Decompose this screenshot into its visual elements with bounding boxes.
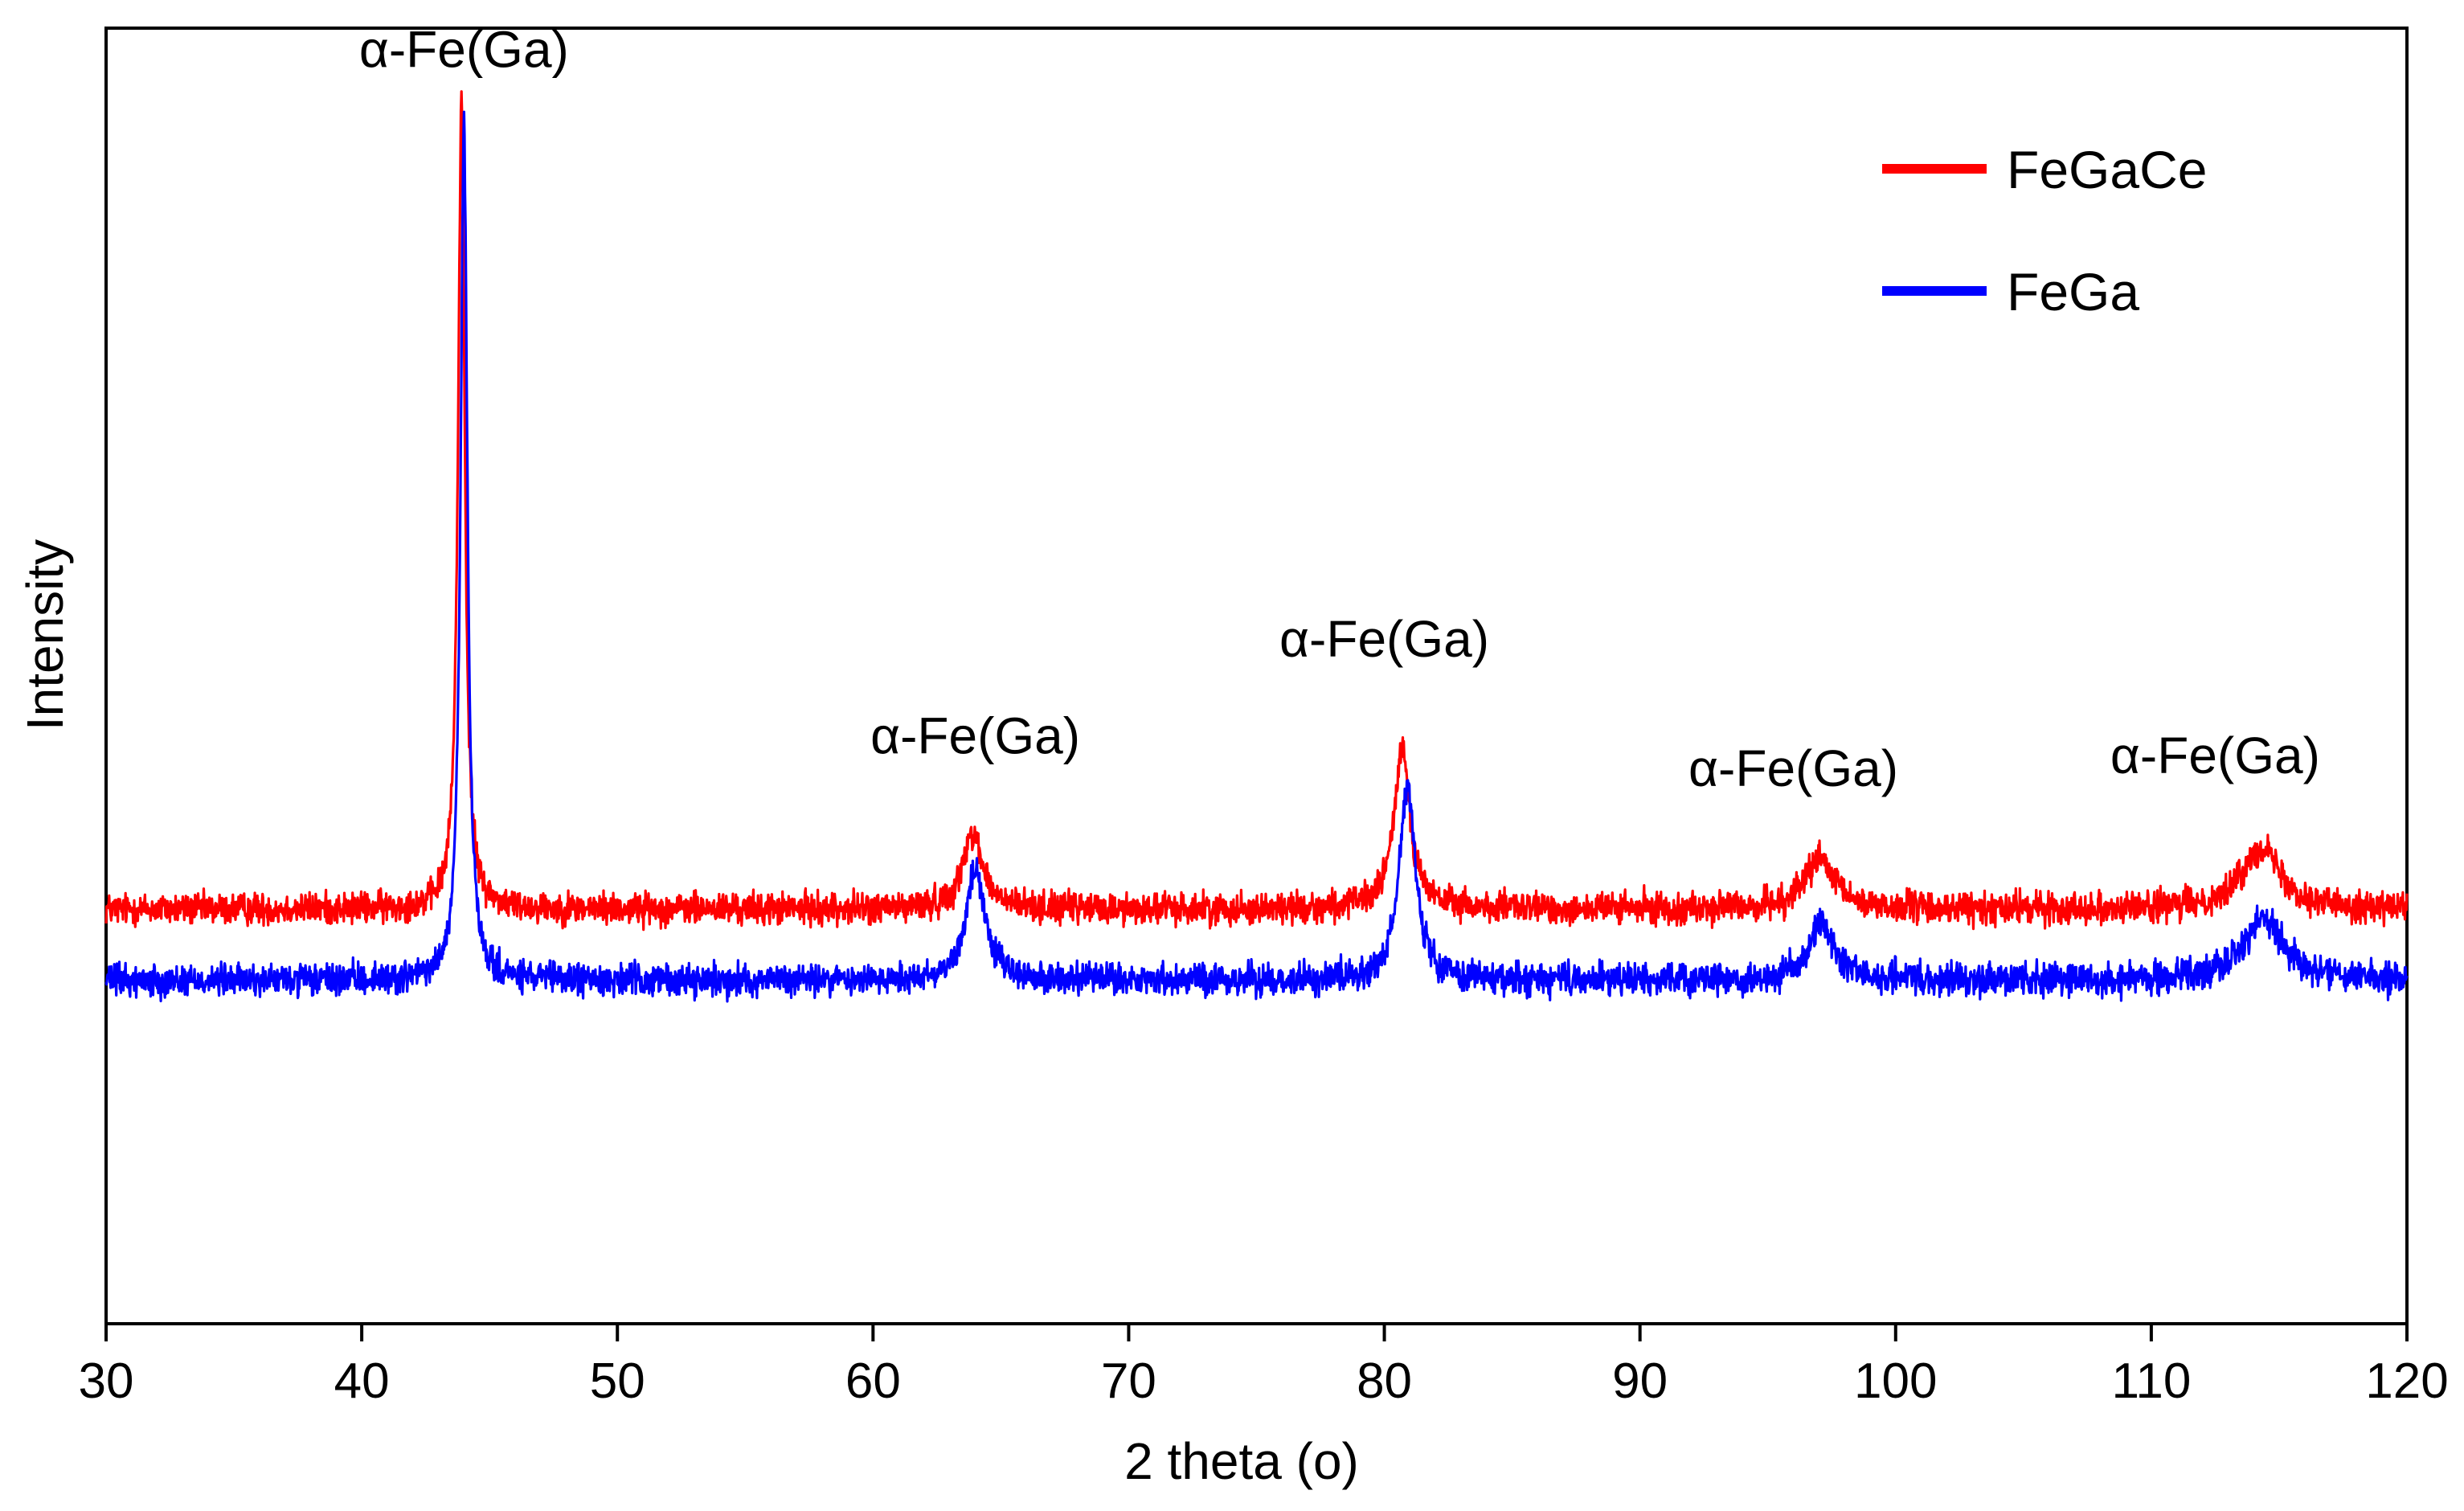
- x-axis-title: 2 theta (o): [1124, 1432, 1359, 1490]
- peak-annotation: α-Fe(Ga): [2110, 727, 2320, 784]
- x-tick-label: 80: [1357, 1353, 1412, 1409]
- x-tick-label: 50: [590, 1353, 645, 1409]
- x-axis-ticks: 30 40 50 60 70 80 90 100 110 120: [79, 1324, 2449, 1409]
- x-tick-label: 30: [79, 1353, 134, 1409]
- peak-annotation: α-Fe(Ga): [870, 707, 1080, 765]
- x-tick-label: 60: [845, 1353, 901, 1409]
- series-line-fegace: [104, 90, 2409, 932]
- legend-label-fegace: FeGaCe: [2007, 140, 2207, 199]
- x-tick-label: 110: [2111, 1353, 2191, 1409]
- peak-annotation: α-Fe(Ga): [1279, 610, 1489, 668]
- series-line-fega: [104, 110, 2409, 1003]
- x-tick-label: 40: [334, 1353, 390, 1409]
- peak-annotation: α-Fe(Ga): [359, 20, 569, 78]
- x-tick-label: 120: [2365, 1353, 2448, 1409]
- y-axis-title: Intensity: [16, 539, 74, 731]
- legend: FeGaCe FeGa: [1882, 140, 2207, 321]
- series-layer: [104, 90, 2409, 1003]
- x-tick-label: 100: [1854, 1353, 1937, 1409]
- x-tick-label: 70: [1101, 1353, 1156, 1409]
- x-tick-label: 90: [1612, 1353, 1668, 1409]
- plot-frame: [104, 27, 2409, 1325]
- legend-label-fega: FeGa: [2007, 262, 2139, 321]
- peak-annotations: α-Fe(Ga) α-Fe(Ga) α-Fe(Ga) α-Fe(Ga) α-Fe(Ga): [359, 20, 2320, 797]
- peak-annotation: α-Fe(Ga): [1688, 739, 1898, 797]
